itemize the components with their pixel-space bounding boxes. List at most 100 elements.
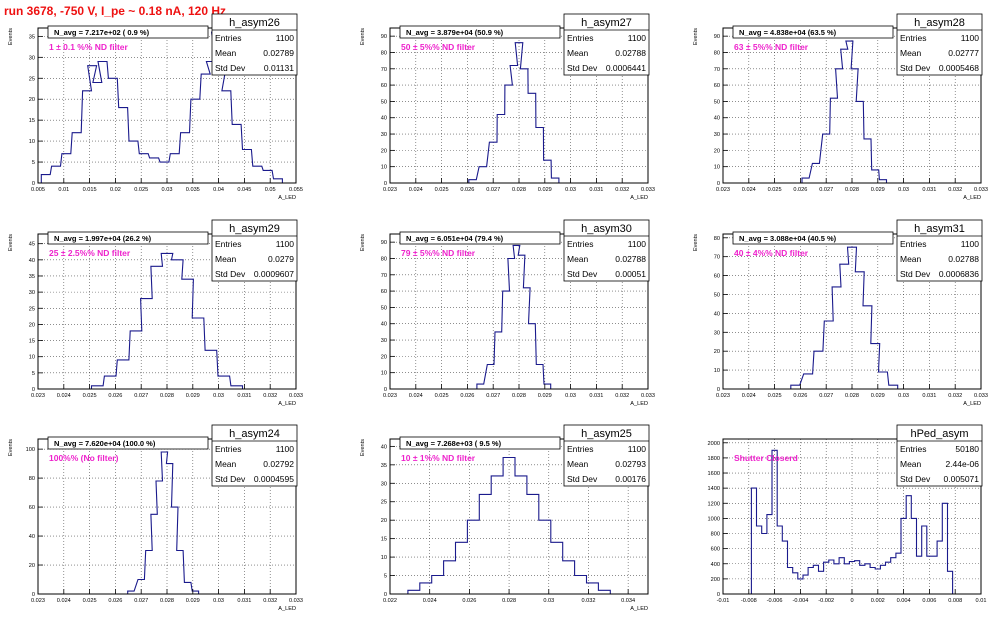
stats-label-0: Entries [567, 239, 593, 249]
histogram-panel-h_asym25: 0.022 0.024 0.026 0.028 0.03 0.032 0.034 0 5 10 15… [360, 424, 650, 612]
x-tick-label-2: 0.015 [83, 187, 97, 193]
x-tick-label-6: 0.029 [538, 187, 552, 193]
filter-note: 40 ± 4%% ND filter [734, 248, 809, 258]
x-tick-label-5: 0.032 [581, 598, 595, 604]
stats-box [563, 424, 650, 487]
x-tick-label-4: -0.002 [818, 598, 834, 604]
y-tick-label-5: 50 [381, 99, 387, 105]
x-tick-label-0: 0.023 [716, 187, 730, 193]
y-tick-label-0: 0 [384, 181, 387, 187]
navg-text: N_avg = 7.217e+02 ( 0.9 %) [54, 28, 150, 37]
stats-value-0: 1100 [276, 444, 295, 454]
y-tick-label-0: 0 [32, 592, 35, 598]
histogram-panel-h_asym26: 0.005 0.01 0.015 0.02 0.025 0.03 0.035 0.04 0.04… [8, 13, 303, 201]
x-axis-label: A_LED [963, 195, 981, 201]
y-tick-label-4: 800 [711, 532, 720, 538]
stats-box [563, 219, 650, 282]
filter-note: 79 ± 5%% ND filter [401, 248, 476, 258]
histogram-line [40, 31, 283, 183]
y-tick-label-4: 20 [29, 97, 35, 103]
stats-label-2: Std Dev [900, 63, 931, 73]
y-tick-label-9: 1800 [708, 456, 720, 462]
y-tick-label-8: 40 [29, 258, 35, 264]
y-tick-label-2: 20 [714, 349, 720, 355]
y-tick-label-9: 90 [381, 240, 387, 246]
y-tick-label-7: 70 [714, 255, 720, 261]
stats-label-2: Std Dev [900, 474, 931, 484]
y-tick-label-1: 10 [714, 165, 720, 171]
navg-box [47, 231, 209, 245]
histogram-title: h_asym25 [581, 428, 632, 440]
x-tick-label-10: 0.033 [974, 187, 988, 193]
y-tick-label-5: 25 [381, 500, 387, 506]
x-tick-label-6: 0.029 [186, 598, 200, 604]
x-tick-label-5: 0.028 [512, 393, 526, 399]
x-axis-label: A_LED [630, 195, 648, 201]
stats-value-2: 0.0009607 [254, 269, 294, 279]
histogram-line [468, 42, 560, 183]
x-tick-label-2: 0.025 [435, 187, 449, 193]
histogram-title: h_asym28 [914, 17, 965, 29]
x-tick-label-9: 0.032 [948, 187, 962, 193]
x-tick-label-5: 0 [850, 598, 853, 604]
x-tick-label-1: 0.024 [742, 187, 756, 193]
y-tick-label-1: 5 [384, 574, 387, 580]
x-tick-label-10: 0.033 [641, 187, 655, 193]
y-tick-label-1: 5 [32, 160, 35, 166]
x-tick-label-6: 0.029 [186, 393, 200, 399]
x-tick-label-10: 0.01 [976, 598, 987, 604]
stats-label-0: Entries [567, 33, 593, 43]
stats-label-0: Entries [567, 444, 593, 454]
y-tick-label-1: 10 [381, 371, 387, 377]
x-tick-label-3: 0.02 [110, 187, 121, 193]
y-tick-label-2: 20 [381, 354, 387, 360]
histogram-line [90, 252, 244, 389]
x-tick-label-4: 0.027 [819, 393, 833, 399]
y-tick-label-0: 0 [384, 387, 387, 393]
stats-value-0: 1100 [961, 239, 980, 249]
y-tick-label-7: 70 [381, 67, 387, 73]
stats-box [896, 424, 983, 487]
stats-label-0: Entries [900, 239, 926, 249]
x-tick-label-9: 0.05 [265, 187, 276, 193]
stats-label-0: Entries [900, 33, 926, 43]
x-tick-label-0: 0.023 [31, 598, 45, 604]
x-tick-label-3: -0.004 [792, 598, 808, 604]
y-tick-label-0: 0 [717, 181, 720, 187]
y-tick-label-5: 25 [29, 76, 35, 82]
x-tick-label-1: 0.024 [423, 598, 437, 604]
y-tick-label-5: 50 [714, 292, 720, 298]
y-tick-label-10: 2000 [708, 441, 720, 447]
x-tick-label-7: 0.03 [898, 187, 909, 193]
y-tick-label-3: 600 [711, 547, 720, 553]
stats-box [211, 219, 298, 282]
x-tick-label-9: 0.032 [615, 187, 629, 193]
x-tick-label-1: -0.008 [741, 598, 757, 604]
filter-note: 50 ± 5%% ND filter [401, 42, 476, 52]
y-tick-label-8: 80 [381, 256, 387, 262]
stats-value-0: 1100 [628, 239, 647, 249]
y-tick-label-6: 30 [29, 290, 35, 296]
x-tick-label-9: 0.032 [263, 393, 277, 399]
y-tick-label-8: 40 [381, 444, 387, 450]
stats-value-1: 0.0279 [268, 254, 294, 264]
x-tick-label-4: 0.027 [134, 598, 148, 604]
y-axis-label: Events [360, 439, 366, 456]
navg-text: N_avg = 3.879e+04 (50.9 %) [406, 28, 504, 37]
y-tick-label-2: 400 [711, 562, 720, 568]
stats-value-1: 0.02788 [615, 254, 646, 264]
histogram-panel-hPed_asym: -0.01 -0.008 -0.006 -0.004 -0.002 0 0.002 0.004… [708, 424, 987, 604]
y-tick-label-3: 30 [714, 132, 720, 138]
x-tick-label-3: 0.026 [793, 393, 807, 399]
stats-label-1: Mean [567, 48, 589, 58]
y-tick-label-2: 40 [29, 534, 35, 540]
histogram-title: h_asym31 [914, 223, 965, 235]
stats-value-2: 0.005071 [944, 474, 980, 484]
stats-label-1: Mean [215, 459, 237, 469]
x-tick-label-5: 0.028 [160, 393, 174, 399]
stats-value-1: 0.02788 [615, 48, 646, 58]
navg-text: N_avg = 7.268e+03 ( 9.5 %) [406, 439, 502, 448]
stats-label-2: Std Dev [215, 63, 246, 73]
y-tick-label-4: 40 [381, 322, 387, 328]
